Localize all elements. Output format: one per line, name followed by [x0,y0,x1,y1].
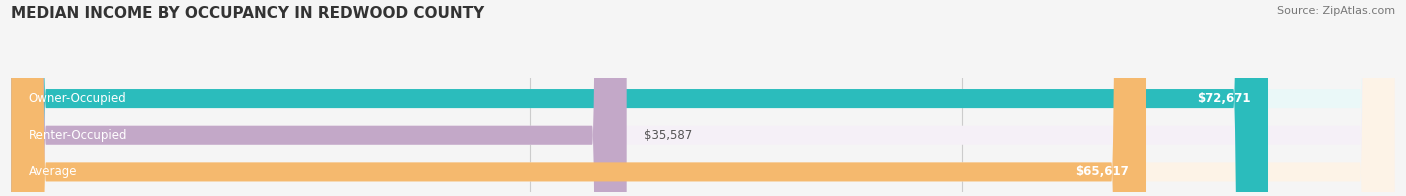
Text: Average: Average [28,165,77,178]
Text: $65,617: $65,617 [1076,165,1129,178]
FancyBboxPatch shape [11,0,1395,196]
FancyBboxPatch shape [11,0,1146,196]
Text: $35,587: $35,587 [644,129,692,142]
Text: Owner-Occupied: Owner-Occupied [28,92,127,105]
FancyBboxPatch shape [11,0,1395,196]
Text: Renter-Occupied: Renter-Occupied [28,129,127,142]
Text: $72,671: $72,671 [1198,92,1251,105]
FancyBboxPatch shape [11,0,627,196]
FancyBboxPatch shape [11,0,1395,196]
FancyBboxPatch shape [11,0,1268,196]
Text: MEDIAN INCOME BY OCCUPANCY IN REDWOOD COUNTY: MEDIAN INCOME BY OCCUPANCY IN REDWOOD CO… [11,6,485,21]
Text: Source: ZipAtlas.com: Source: ZipAtlas.com [1277,6,1395,16]
